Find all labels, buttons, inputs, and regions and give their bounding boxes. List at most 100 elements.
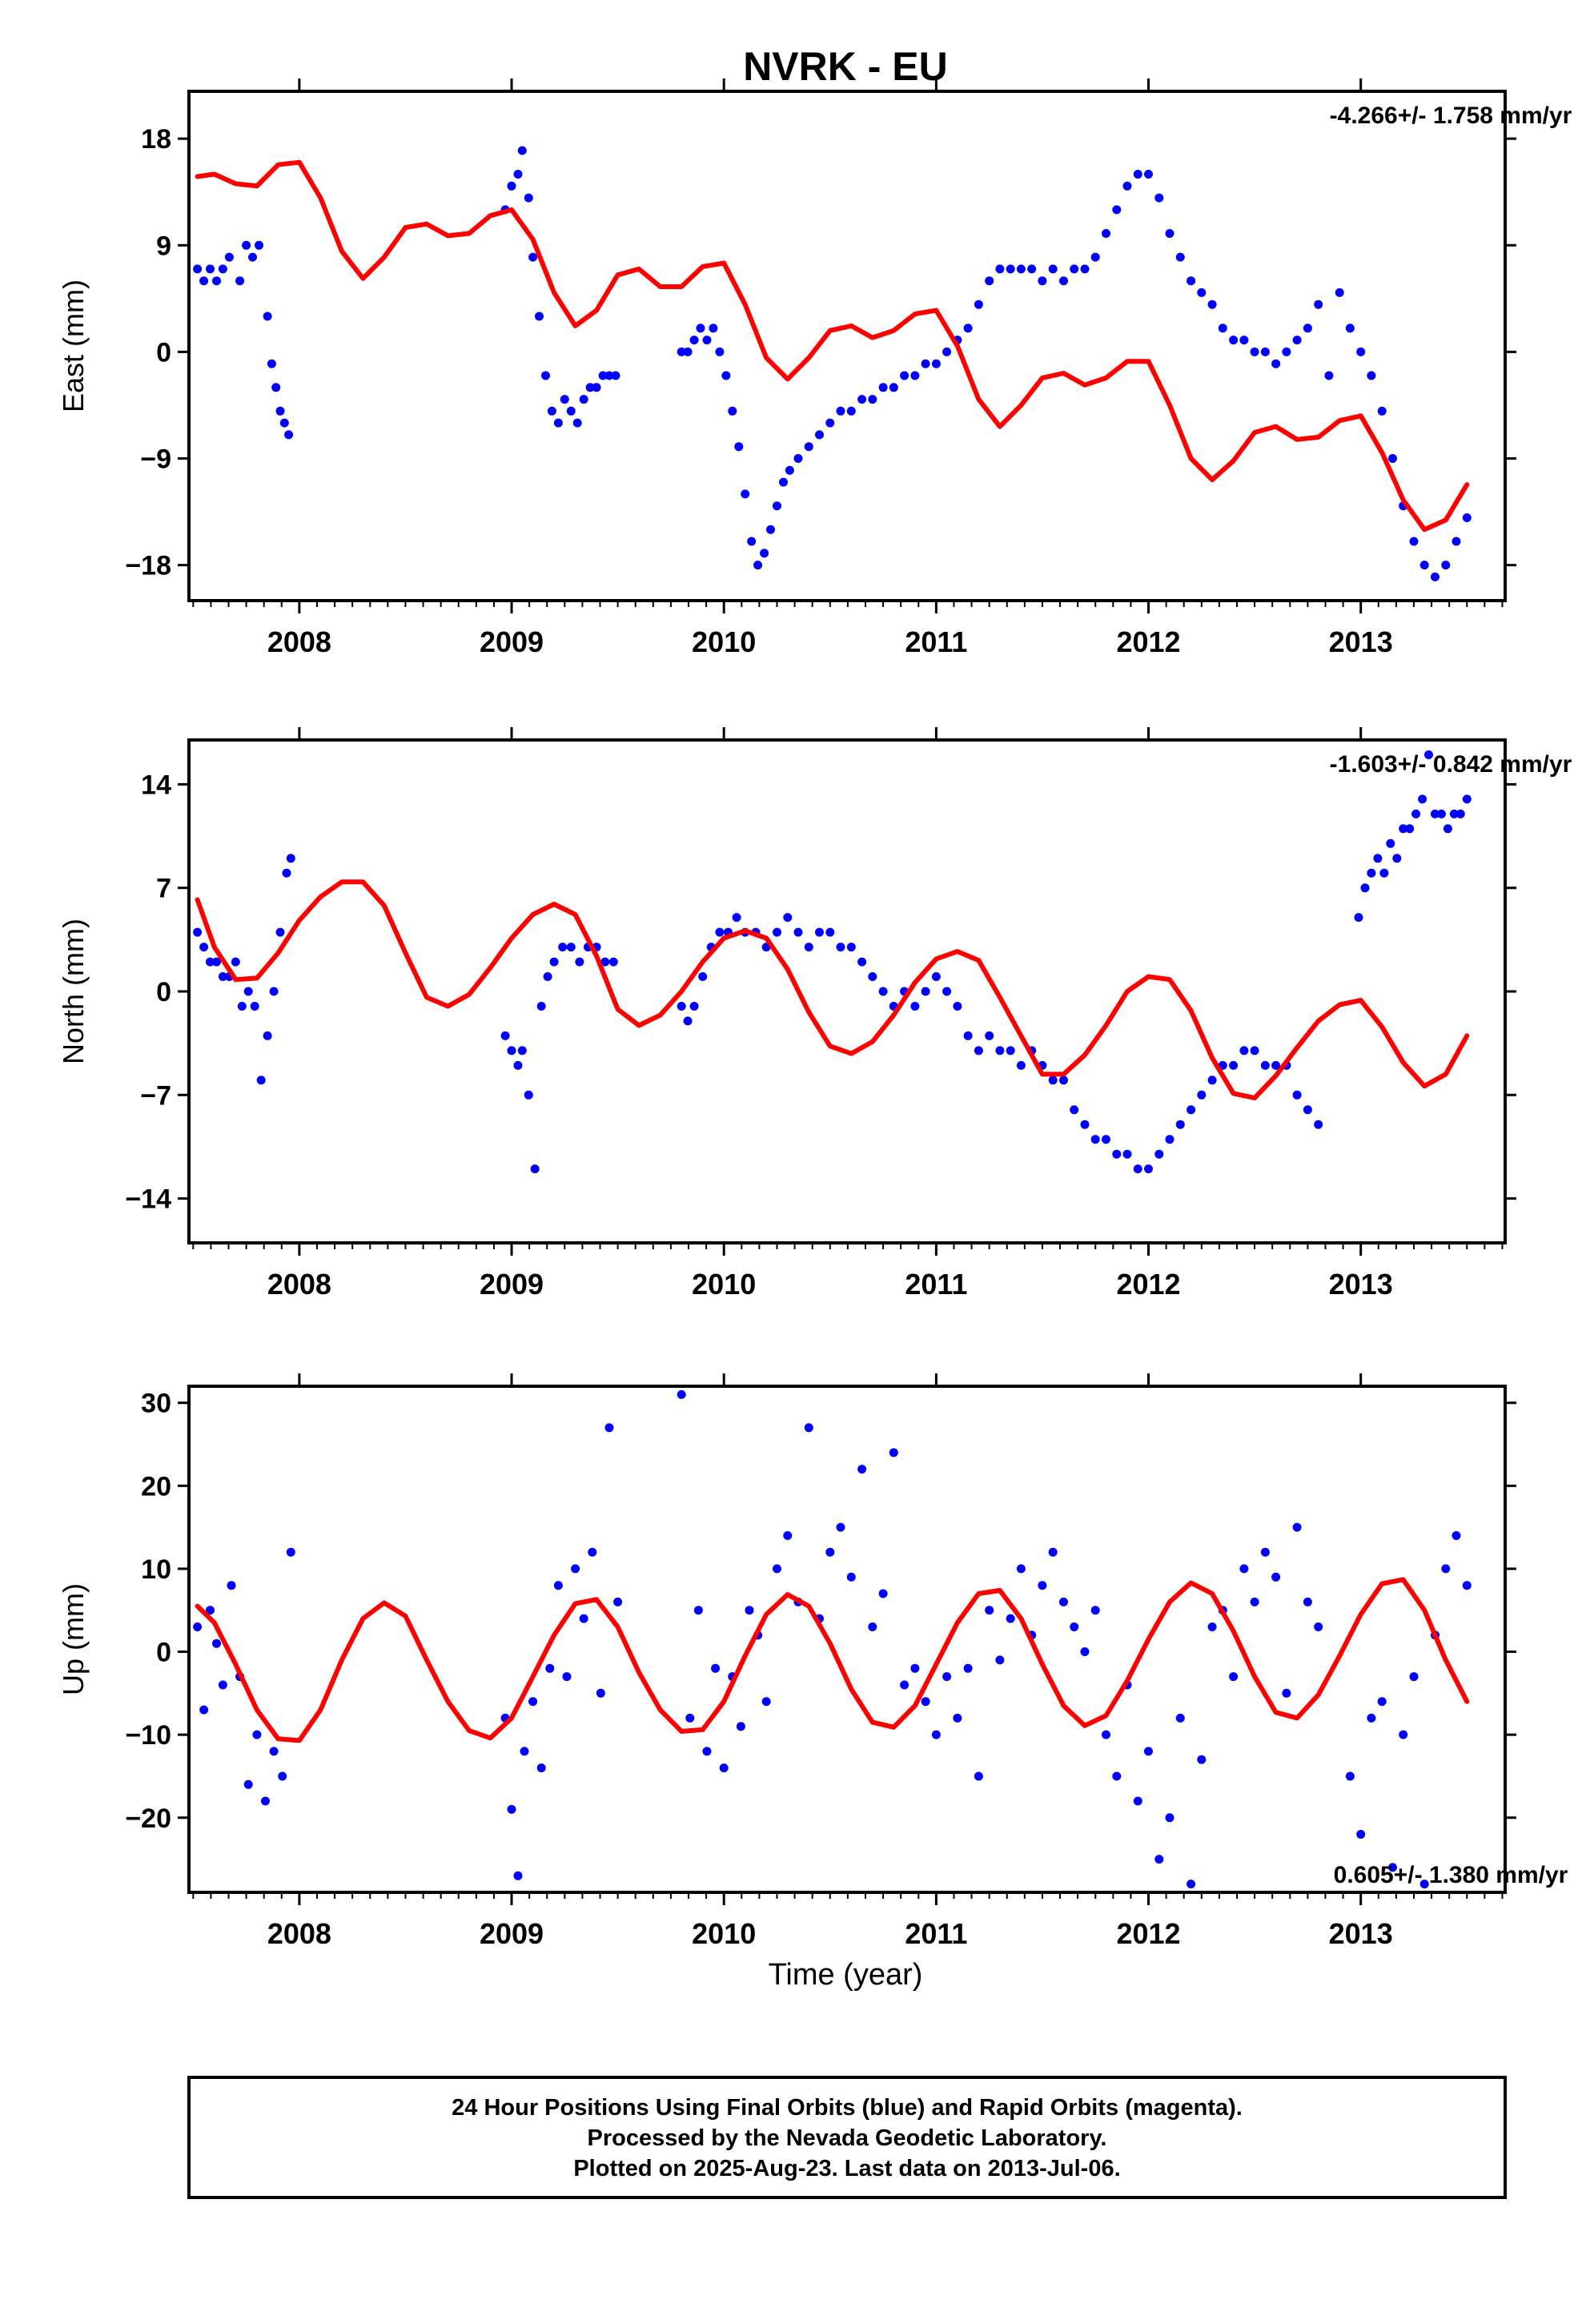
- data-point-east: [734, 442, 744, 452]
- data-point-north: [783, 913, 793, 923]
- data-point-east: [696, 324, 705, 333]
- data-point-east: [753, 561, 763, 570]
- data-point-north: [566, 943, 576, 952]
- data-point-north: [558, 943, 568, 952]
- data-point-north: [1292, 1090, 1302, 1100]
- data-point-north: [1303, 1105, 1312, 1115]
- data-point-east: [566, 406, 576, 416]
- data-point-north: [206, 957, 215, 967]
- data-point-up: [1207, 1622, 1217, 1631]
- data-point-east: [255, 240, 263, 250]
- data-point-east: [560, 395, 569, 404]
- data-point-east: [507, 181, 516, 191]
- data-point-north: [500, 1031, 510, 1040]
- data-point-east: [242, 240, 251, 250]
- data-point-up: [1282, 1688, 1291, 1698]
- data-point-north: [1175, 1120, 1185, 1129]
- data-point-east: [1303, 324, 1312, 333]
- data-point-east: [1197, 287, 1207, 297]
- data-point-east: [1452, 537, 1461, 546]
- data-point-north: [1186, 1105, 1196, 1115]
- data-point-up: [252, 1730, 262, 1739]
- data-point-east: [1314, 300, 1323, 309]
- panel-east: −18 −9 0 9 18 2008 2009 2010 2011 2012 2013 East (m…: [57, 78, 1572, 658]
- data-point-east: [1250, 347, 1259, 356]
- data-point-north: [732, 913, 741, 923]
- data-point-north: [689, 1002, 699, 1011]
- data-point-east: [513, 170, 523, 179]
- data-point-up: [1080, 1647, 1090, 1656]
- x-tick-label: 2009: [480, 625, 544, 658]
- data-point-north: [1418, 794, 1427, 804]
- rate-annotation-east: -4.266+/- 1.758 mm/yr: [1330, 103, 1572, 129]
- data-point-north: [942, 987, 952, 996]
- data-point-east: [1090, 252, 1100, 262]
- data-point-north: [243, 987, 253, 996]
- data-point-east: [267, 359, 276, 368]
- plot-area-east: [193, 146, 1472, 581]
- data-point-up: [1419, 1880, 1429, 1889]
- data-point-up: [1090, 1606, 1100, 1615]
- data-point-north: [1411, 809, 1421, 818]
- data-point-north: [910, 1002, 920, 1011]
- data-point-north: [212, 957, 221, 967]
- data-point-east: [1324, 371, 1334, 380]
- data-point-north: [846, 943, 856, 952]
- data-point-east: [766, 525, 775, 534]
- data-point-east: [1367, 371, 1376, 380]
- data-point-east: [1239, 336, 1249, 345]
- data-point-up: [1314, 1622, 1323, 1631]
- x-tick-label: 2013: [1329, 1268, 1393, 1301]
- data-point-up: [579, 1614, 588, 1623]
- data-point-east: [1144, 170, 1153, 179]
- y-axis-label-east: East (mm): [57, 279, 90, 412]
- data-point-up: [825, 1547, 835, 1557]
- data-point-east: [760, 549, 769, 558]
- data-point-north: [1437, 809, 1446, 818]
- data-point-up: [1441, 1564, 1451, 1574]
- data-point-east: [199, 276, 209, 286]
- data-point-up: [1144, 1747, 1153, 1756]
- data-point-up: [995, 1655, 1005, 1665]
- data-point-east: [785, 465, 794, 475]
- data-point-up: [218, 1680, 227, 1690]
- y-tick-label: 10: [141, 1554, 171, 1585]
- data-point-north: [815, 927, 824, 937]
- data-point-up: [1038, 1581, 1047, 1590]
- data-point-east: [1388, 454, 1397, 463]
- data-point-north: [1449, 809, 1459, 818]
- y-tick-label: 0: [156, 337, 171, 368]
- data-point-up: [702, 1747, 712, 1756]
- data-point-north: [1314, 1120, 1323, 1129]
- data-point-north: [793, 927, 803, 937]
- data-point-north: [1424, 750, 1433, 759]
- data-point-east: [1175, 252, 1185, 262]
- data-point-up: [1345, 1771, 1355, 1781]
- data-point-north: [1080, 1120, 1090, 1129]
- data-point-north: [250, 1002, 259, 1011]
- chart-title: NVRK - EU: [743, 44, 948, 89]
- data-point-up: [900, 1680, 909, 1690]
- data-point-north: [1154, 1149, 1164, 1159]
- data-point-east: [1409, 537, 1419, 546]
- data-point-east: [1154, 193, 1164, 203]
- data-point-up: [261, 1796, 270, 1806]
- data-point-east: [553, 418, 563, 428]
- data-point-east: [683, 347, 693, 356]
- data-point-east: [579, 395, 588, 404]
- data-point-east: [995, 264, 1005, 274]
- data-point-north: [1367, 868, 1376, 878]
- data-point-east: [1027, 264, 1037, 274]
- plot-frame-up: [187, 1385, 1507, 1894]
- data-point-north: [1133, 1164, 1142, 1174]
- data-point-east: [1271, 359, 1281, 368]
- data-point-east: [263, 312, 272, 321]
- data-point-up: [1059, 1597, 1068, 1606]
- data-point-north: [218, 972, 227, 981]
- data-point-east: [541, 371, 550, 380]
- data-point-east: [985, 276, 994, 286]
- data-point-north: [575, 957, 584, 967]
- data-point-north: [286, 854, 295, 863]
- data-point-north: [825, 927, 835, 937]
